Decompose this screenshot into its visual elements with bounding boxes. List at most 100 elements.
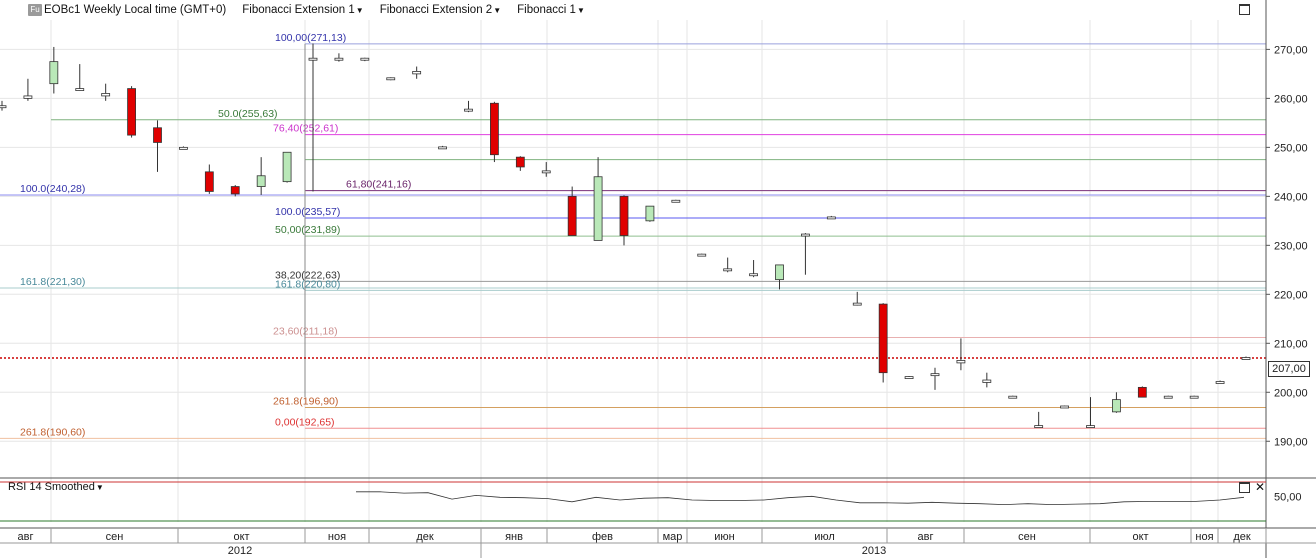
candle [490,101,499,163]
candle [593,157,603,241]
fib-level-label: 76,40(252,61) [273,123,338,135]
candle-body [515,156,525,168]
candle-body [1034,425,1044,428]
candle-body [671,199,681,203]
candle [1086,397,1095,428]
month-label: янв [505,531,523,543]
candle-body [490,102,499,156]
candle [1008,395,1018,399]
candle-body [230,186,240,195]
candle-body [101,93,111,97]
candle-body [334,57,344,61]
candle-body [878,303,888,374]
candle-body [697,253,707,257]
candle [179,146,188,150]
candle-body [593,176,603,241]
candle-body [567,195,577,236]
rsi-axis-label: 50,00 [1274,491,1302,503]
candle [1060,405,1069,409]
instrument-selector[interactable]: EOBc1 Weekly Local time (GMT+0) [44,4,232,16]
price-axis-label: 230,00 [1274,240,1308,252]
candle [256,157,266,195]
candle-body [749,273,758,277]
candle-body [1137,386,1147,398]
candle [127,86,136,138]
candle [775,264,784,290]
study-fibonacci-1[interactable]: Fibonacci 1 ▼ [511,4,591,16]
candle [464,100,473,113]
candle [619,195,629,246]
rsi-label: RSI 14 Smoothed [8,481,95,493]
month-label: ноя [328,531,346,543]
fib-level-label: 100,00(271,13) [275,32,346,44]
candle [1215,380,1225,384]
candle-body [438,146,447,150]
study-label: Fibonacci Extension 1 [242,4,355,16]
candle-body [645,205,655,222]
candle-body [1008,395,1018,399]
caret-down-icon[interactable]: ▼ [493,5,502,15]
fib-level-label: 50.0(255,63) [218,108,278,120]
candle-body [308,57,318,61]
candle [308,43,318,192]
candle-body [127,88,136,136]
candle [204,164,214,194]
study-fibonacci-extension-1[interactable]: Fibonacci Extension 1 ▼ [236,4,369,16]
candle-body [0,105,7,109]
candle [1241,356,1251,360]
candle [567,186,577,236]
maximize-icon[interactable] [1239,4,1250,15]
year-label: 2012 [228,545,252,557]
month-label: июн [714,531,734,543]
caret-down-icon[interactable]: ▼ [95,482,104,492]
fib-level-label: 161.8(221,30) [20,276,85,288]
candle [153,120,162,172]
price-axis-label: 260,00 [1274,93,1308,105]
month-label: ноя [1195,531,1213,543]
candle [1034,411,1044,428]
candle [230,185,240,197]
candle-body [412,71,422,75]
study-label: Fibonacci Extension 2 [379,4,493,16]
last-price-tag: 207,00 [1268,361,1310,377]
candle-body [360,57,370,61]
caret-down-icon[interactable]: ▼ [355,5,364,15]
price-axis-label: 250,00 [1274,142,1308,154]
instrument-title: EOBc1 Weekly Local time (GMT+0) [44,4,227,16]
candle [412,66,422,79]
month-label: сен [1018,531,1036,543]
candle-body [1189,395,1199,399]
candle-body [386,77,396,81]
candle [334,53,344,62]
candle [697,253,707,257]
study-fibonacci-extension-2[interactable]: Fibonacci Extension 2 ▼ [374,4,507,16]
fib-level-label: 61,80(241,16) [346,179,411,191]
app-logo: Fu [28,4,42,16]
candle-body [464,108,473,112]
candle [541,162,551,177]
candle-body [1086,425,1095,428]
candle [904,376,914,380]
candle [1112,392,1121,413]
candle-body [204,171,214,192]
candle [360,57,370,62]
caret-down-icon[interactable]: ▼ [576,5,585,15]
fib-level-label: 100.0(235,57) [275,206,340,218]
candle [826,215,836,220]
candle [1137,386,1147,398]
candle [23,78,33,101]
candle-body [956,360,966,364]
candle-body [256,175,266,187]
maximize-icon[interactable] [1239,482,1250,493]
close-icon[interactable]: ✕ [1255,480,1266,494]
month-label: авг [18,531,34,543]
candle [723,257,733,273]
candle [1189,395,1199,399]
study-label: Fibonacci 1 [517,4,576,16]
rsi-study-title[interactable]: RSI 14 Smoothed ▼ [8,481,104,493]
price-axis-label: 240,00 [1274,191,1308,203]
candle [0,100,7,111]
candle-body [23,95,33,99]
candle-body [1163,395,1173,399]
